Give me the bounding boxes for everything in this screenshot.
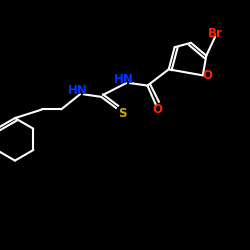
- Text: O: O: [202, 69, 212, 82]
- Text: HN: HN: [68, 84, 87, 97]
- Text: HN: HN: [114, 73, 134, 86]
- Text: S: S: [118, 106, 127, 120]
- Text: Br: Br: [208, 27, 222, 40]
- Text: O: O: [152, 103, 162, 116]
